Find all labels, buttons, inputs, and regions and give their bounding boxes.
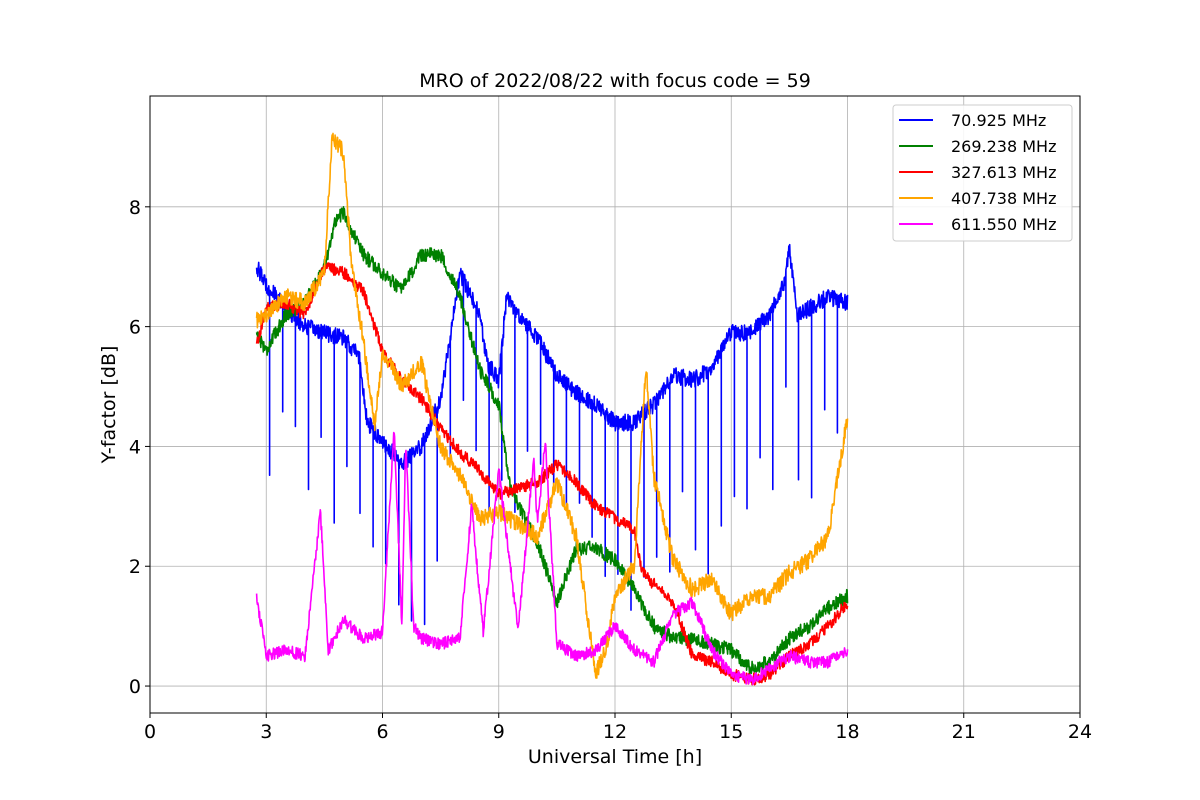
x-tick-label: 18 [835,721,859,743]
x-tick-label: 15 [719,721,743,743]
chart-title: MRO of 2022/08/22 with focus code = 59 [419,70,811,92]
series-layer [255,132,849,686]
y-tick-label: 2 [129,556,141,578]
legend-label: 70.925 MHz [951,111,1046,130]
y-tick-label: 6 [129,317,141,339]
legend: 70.925 MHz 269.238 MHz 327.613 MHz 407.738 … [892,104,1073,242]
series-line [255,206,849,675]
series-line [255,431,849,686]
y-tick-label: 8 [129,197,141,219]
x-tick-label: 6 [376,721,388,743]
series-line [255,243,849,626]
series-line [255,132,849,679]
x-tick-label: 9 [493,721,505,743]
legend-label: 611.550 MHz [951,215,1056,234]
x-tick-label: 21 [952,721,976,743]
legend-label: 407.738 MHz [951,189,1056,208]
x-tick-label: 3 [260,721,272,743]
y-tick-label: 4 [129,436,141,458]
legend-box [892,104,1073,242]
x-axis-label: Universal Time [h] [528,746,702,768]
x-tick-label: 12 [603,721,627,743]
x-tick-label: 24 [1068,721,1092,743]
y-axis-label: Y-factor [dB] [98,346,120,465]
y-tick-label: 0 [129,676,141,698]
x-tick-label: 0 [144,721,156,743]
legend-label: 269.238 MHz [951,137,1056,156]
legend-label: 327.613 MHz [951,163,1056,182]
